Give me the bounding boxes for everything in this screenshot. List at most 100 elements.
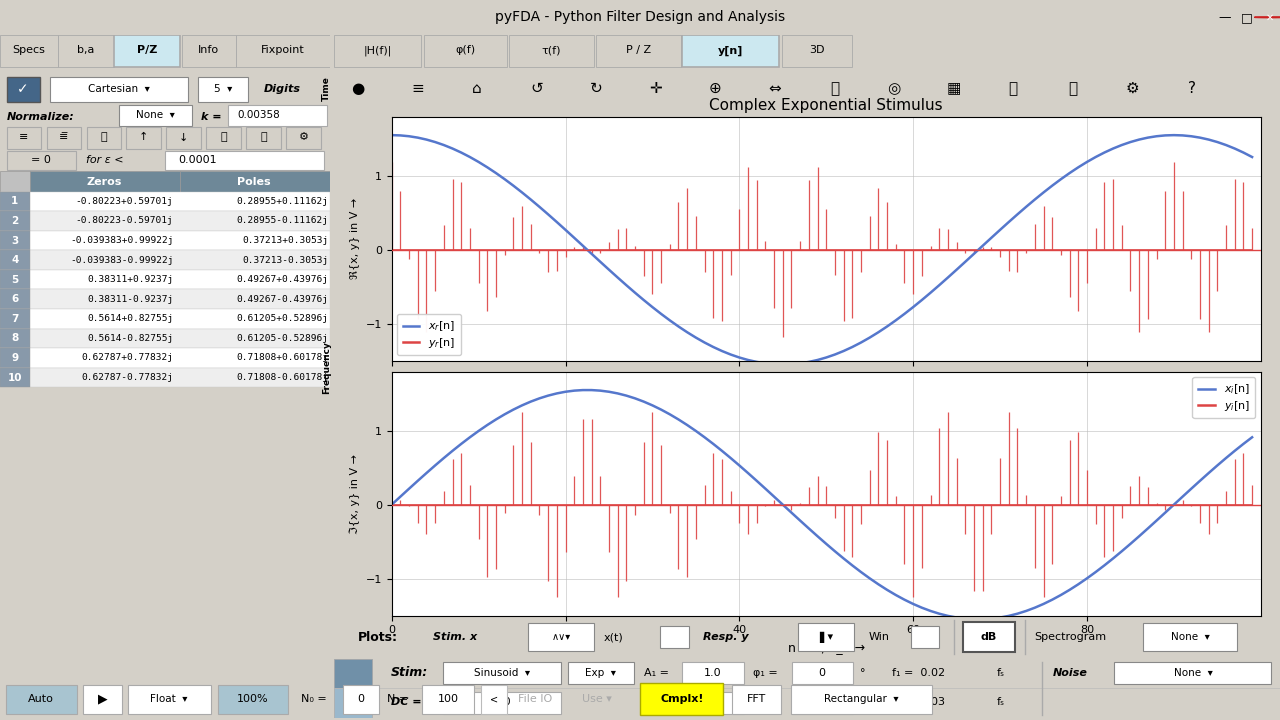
Text: °: ° [860, 668, 865, 678]
Bar [334, 35, 421, 67]
Text: ≡̅: ≡̅ [59, 132, 68, 143]
Bar [0, 309, 330, 328]
Bar [127, 127, 161, 148]
Text: 0: 0 [819, 668, 826, 678]
Text: 8: 8 [12, 333, 18, 343]
Text: P / Z: P / Z [626, 45, 652, 55]
Text: 5: 5 [12, 275, 18, 284]
Bar [791, 685, 932, 714]
Text: 1.0: 1.0 [704, 668, 721, 678]
Text: for ε <: for ε < [86, 156, 123, 166]
Text: 0.62787-0.77832j: 0.62787-0.77832j [82, 373, 173, 382]
Text: <: < [490, 694, 498, 704]
Bar [119, 105, 192, 127]
Bar [0, 289, 29, 309]
Text: ⚙: ⚙ [298, 132, 308, 143]
Bar [963, 622, 1015, 652]
Bar [29, 171, 180, 192]
Text: 9: 9 [12, 353, 18, 363]
Text: N₀ =: N₀ = [301, 694, 326, 704]
Bar [0, 230, 29, 251]
Text: ●: ● [351, 81, 365, 96]
Text: -0.80223+0.59701j: -0.80223+0.59701j [76, 197, 173, 206]
Text: 3D: 3D [809, 45, 824, 55]
Bar [792, 692, 854, 714]
Bar [0, 171, 29, 192]
Text: φ(f): φ(f) [456, 45, 476, 55]
Text: |H(f)|: |H(f)| [364, 45, 392, 55]
Text: ◎: ◎ [887, 81, 901, 96]
Bar [424, 35, 507, 67]
Text: ▌▾: ▌▾ [819, 631, 833, 643]
Bar [0, 368, 330, 387]
Text: Stim:: Stim: [390, 667, 428, 680]
Text: Specs: Specs [13, 45, 45, 55]
Text: Cmplx!: Cmplx! [660, 694, 704, 704]
Text: = 0: = 0 [31, 156, 51, 166]
Text: -0.039383-0.99922j: -0.039383-0.99922j [70, 256, 173, 265]
Bar [682, 662, 744, 684]
Text: ⊕: ⊕ [709, 81, 722, 96]
Bar [568, 662, 634, 684]
Text: 0.5: 0.5 [704, 698, 721, 708]
Bar [527, 624, 594, 651]
Text: 7: 7 [12, 314, 18, 324]
Text: τ(f): τ(f) [541, 45, 562, 55]
Text: 📥: 📥 [1069, 81, 1078, 96]
Bar [682, 692, 744, 714]
Bar [660, 626, 689, 648]
Text: 1: 1 [12, 197, 18, 207]
Bar [334, 659, 372, 718]
Text: 0.62787+0.77832j: 0.62787+0.77832j [82, 354, 173, 362]
Bar [0, 348, 330, 368]
Text: 100%: 100% [237, 694, 268, 704]
Bar [165, 150, 324, 170]
Bar [0, 348, 29, 368]
Text: 🗑: 🗑 [100, 132, 108, 143]
Text: Zeros: Zeros [86, 176, 122, 186]
Text: A₁ =: A₁ = [644, 668, 669, 678]
Text: -0.039383+0.99922j: -0.039383+0.99922j [70, 236, 173, 245]
Text: 0.37213-0.3053j: 0.37213-0.3053j [242, 256, 329, 265]
Bar [182, 35, 236, 67]
Text: f₂ =  0.03: f₂ = 0.03 [892, 698, 945, 708]
Legend: $x_r$[n], $y_r$[n]: $x_r$[n], $y_r$[n] [397, 314, 461, 355]
Bar [0, 309, 29, 328]
Bar [0, 35, 58, 67]
Text: 0.71808+0.60178j: 0.71808+0.60178j [237, 354, 329, 362]
Text: x(t): x(t) [604, 632, 623, 642]
Text: 0.5614+0.82755j: 0.5614+0.82755j [87, 315, 173, 323]
Text: 0.49267+0.43976j: 0.49267+0.43976j [237, 275, 329, 284]
Text: 4: 4 [12, 255, 18, 265]
Text: 🔒: 🔒 [829, 81, 838, 96]
Text: —: — [1219, 11, 1231, 24]
Text: ?: ? [1188, 81, 1196, 96]
X-axis label: n = t / T_S →: n = t / T_S → [787, 641, 865, 654]
Text: DC =: DC = [390, 698, 421, 708]
Bar [732, 685, 781, 714]
Text: Resp. y: Resp. y [703, 632, 749, 642]
Text: 5  ▾: 5 ▾ [214, 84, 232, 94]
Text: 0.00358: 0.00358 [238, 110, 280, 120]
Text: y[n]: y[n] [718, 45, 744, 55]
Y-axis label: ℜ{x, y} in V →: ℜ{x, y} in V → [349, 198, 360, 279]
Bar [128, 685, 211, 714]
Text: None  ▾: None ▾ [1171, 632, 1210, 642]
Bar [236, 35, 330, 67]
Text: Info: Info [198, 45, 219, 55]
Text: Exp  ▾: Exp ▾ [585, 668, 617, 678]
Bar [287, 127, 321, 148]
Text: 2: 2 [12, 216, 18, 226]
Text: 0.28955-0.11162j: 0.28955-0.11162j [237, 217, 329, 225]
Text: 0.61205-0.52896j: 0.61205-0.52896j [237, 334, 329, 343]
Text: b,a: b,a [77, 45, 95, 55]
Text: 0.38311+0.9237j: 0.38311+0.9237j [87, 275, 173, 284]
Bar [797, 624, 854, 651]
Text: ↑: ↑ [140, 132, 148, 143]
Text: Float  ▾: Float ▾ [150, 694, 188, 704]
Text: 📄: 📄 [260, 132, 266, 143]
Bar [206, 127, 241, 148]
Text: □: □ [1240, 11, 1253, 24]
Text: ✓: ✓ [18, 82, 29, 96]
Text: ↻: ↻ [590, 81, 603, 96]
